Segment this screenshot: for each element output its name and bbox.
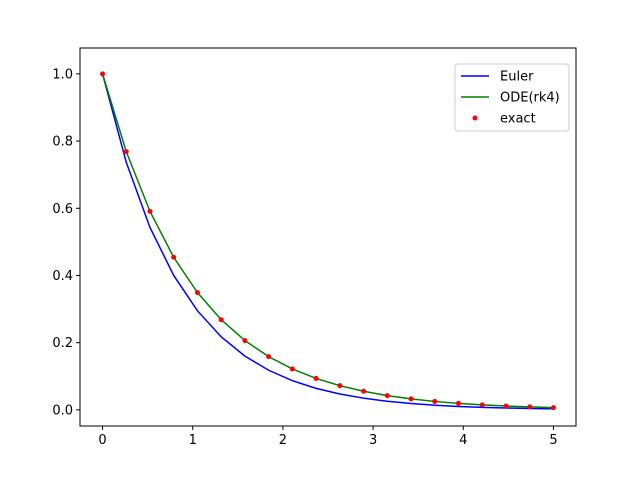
data-point-exact <box>527 404 533 410</box>
data-point-exact <box>147 208 153 214</box>
data-point-exact <box>123 149 129 155</box>
y-tick-label: 0.8 <box>52 135 73 150</box>
data-point-exact <box>171 254 177 260</box>
data-point-exact <box>289 366 295 372</box>
data-point-exact <box>195 290 201 296</box>
x-tick-label: 0 <box>98 433 106 448</box>
x-tick-label: 3 <box>369 433 377 448</box>
series-line-euler <box>101 73 554 410</box>
y-tick-label: 0.6 <box>52 202 73 217</box>
x-tick-label: 1 <box>189 433 197 448</box>
series-line-ode-rk4- <box>101 73 554 409</box>
x-tick-label: 4 <box>459 433 467 448</box>
y-tick-label: 1.0 <box>52 67 73 82</box>
legend-label: exact <box>500 112 536 127</box>
data-point-exact <box>313 375 319 381</box>
legend: Euler ODE(rk4) exact <box>454 63 570 132</box>
data-point-exact <box>384 393 390 399</box>
data-point-exact <box>266 354 272 360</box>
data-point-exact <box>479 402 485 408</box>
y-tick-label: 0.0 <box>52 403 73 418</box>
data-point-exact <box>408 396 414 402</box>
axes-frame <box>79 47 577 427</box>
data-point-exact <box>361 388 367 394</box>
data-point-exact <box>503 403 509 409</box>
data-point-exact <box>100 71 106 77</box>
legend-label: Euler <box>500 70 534 85</box>
ticks-layer: 0 1 2 3 4 5 0.0 0.2 0.4 0.6 0.8 1.0 <box>52 67 557 448</box>
data-point-exact <box>218 317 224 323</box>
data-point-exact <box>242 338 248 344</box>
data-point-exact <box>432 398 438 404</box>
y-tick-label: 0.2 <box>52 336 73 351</box>
data-point-exact <box>455 400 461 406</box>
data-point-exact <box>550 405 556 411</box>
data-point-exact <box>337 383 343 389</box>
legend-label: ODE(rk4) <box>500 91 560 106</box>
x-tick-label: 5 <box>549 433 557 448</box>
x-tick-label: 2 <box>279 433 287 448</box>
series-layer <box>100 71 556 411</box>
legend-box <box>454 63 570 132</box>
y-tick-label: 0.4 <box>52 269 73 284</box>
legend-swatch-exact <box>472 115 478 121</box>
